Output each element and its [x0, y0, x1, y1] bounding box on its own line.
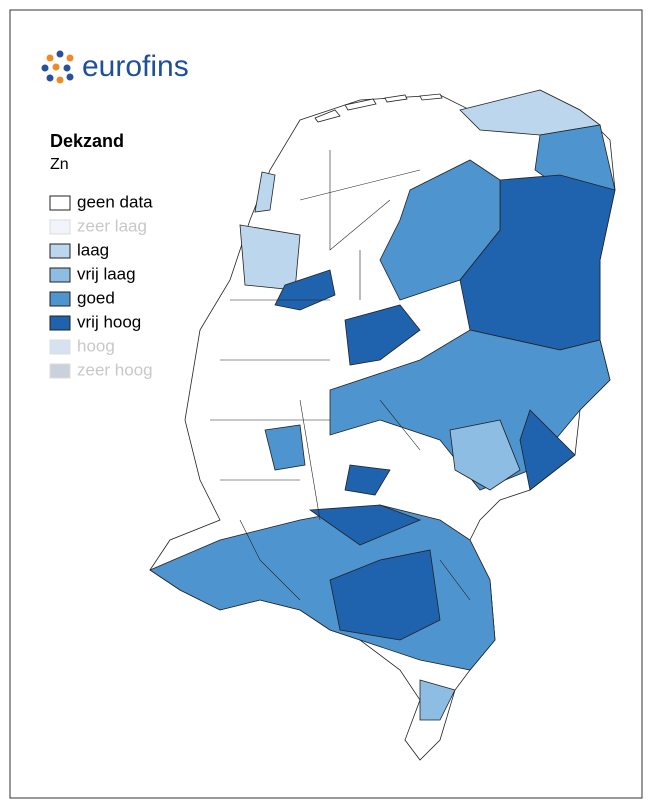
region [254, 171, 276, 213]
legend-label: laag [77, 240, 109, 259]
region [239, 224, 301, 291]
legend-swatch [49, 363, 71, 379]
region [449, 419, 521, 491]
region [419, 679, 456, 721]
legend-swatch [49, 291, 71, 307]
map [149, 89, 616, 761]
map-title: Dekzand [50, 131, 124, 151]
legend-swatch [49, 315, 71, 331]
islands [314, 93, 443, 123]
logo-icon [41, 50, 74, 84]
legend-label: vrij hoog [77, 312, 141, 331]
region [344, 304, 421, 366]
region [519, 409, 576, 491]
legend-label: hoog [77, 336, 115, 355]
legend-swatch [49, 195, 71, 211]
region [379, 159, 501, 301]
region [308, 504, 422, 546]
legend-label: geen data [77, 192, 153, 211]
region [344, 464, 391, 496]
legend-label: zeer laag [77, 216, 147, 235]
logo-text: eurofins [82, 50, 189, 83]
legend-swatch [49, 267, 71, 283]
legend-swatch [49, 219, 71, 235]
region [329, 549, 441, 641]
legend: geen data zeer laag laag vrij laag goed vrij … [49, 192, 153, 379]
legend-label: zeer hoog [77, 360, 153, 379]
boundaries [210, 150, 471, 601]
legend-label: vrij laag [77, 264, 136, 283]
region [264, 424, 306, 471]
legend-swatch [49, 339, 71, 355]
legend-label: goed [77, 288, 115, 307]
legend-swatch [49, 243, 71, 259]
map-subtitle: Zn [50, 156, 69, 173]
